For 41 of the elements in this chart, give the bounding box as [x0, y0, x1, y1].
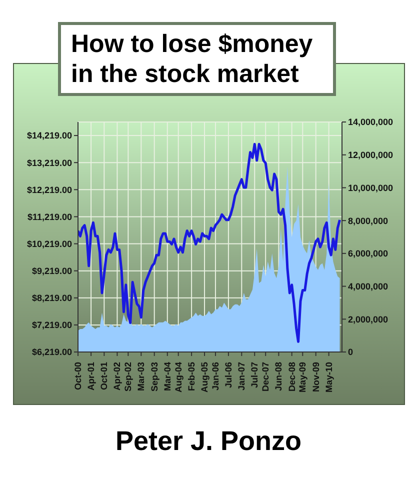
x-tick-label: Mar-04 [162, 362, 172, 392]
y-tick-label: $10,219.00 [26, 238, 72, 249]
x-tick-label: Dec-07 [260, 362, 271, 392]
y2-tick-label: 6,000,000 [348, 248, 388, 259]
x-tick-label: Aug-04 [173, 362, 184, 393]
line-series [78, 142, 342, 343]
y2-tick-label: 0 [348, 347, 354, 358]
x-tick-label: Oct-00 [73, 362, 83, 390]
x-tick-label: Oct-01 [99, 362, 110, 390]
x-tick-label: Jul-06 [223, 362, 234, 388]
y2-tick-label: 4,000,000 [348, 281, 388, 292]
x-tick-label: Jan-06 [210, 362, 220, 391]
y2-tick-label: 2,000,000 [348, 314, 388, 324]
y-tick-label: $13,219.00 [26, 158, 72, 168]
y2-tick-label: 8,000,000 [348, 216, 388, 226]
y2-tick-label: 14,000,000 [348, 117, 394, 128]
y-tick-label: $11,219.00 [27, 212, 72, 222]
x-tick-label: Apr-02 [112, 362, 122, 391]
x-tick-label: Jun-08 [274, 362, 284, 392]
y-tick-label: $7,219.00 [32, 320, 72, 330]
x-tick-label: Aug-05 [200, 362, 210, 393]
y-tick-label: $14,219.00 [26, 130, 72, 141]
y2-tick-label: 12,000,000 [348, 150, 394, 160]
x-tick-label: Jan-07 [236, 362, 247, 391]
x-tick-label: Dec-08 [286, 362, 297, 392]
y-tick-label: $6,219.00 [32, 347, 72, 358]
y2-tick-label: 10,000,000 [348, 182, 394, 193]
y-tick-label: $8,219.00 [32, 293, 72, 304]
x-tick-label: May-10 [324, 362, 334, 393]
x-tick-label: Sep-02 [123, 362, 134, 392]
y-tick-label: $12,219.00 [26, 184, 72, 195]
y-tick-label: $9,219.00 [32, 266, 72, 276]
x-tick-label: Sep-03 [149, 362, 160, 392]
text: Peter J. Ponzo [114, 426, 303, 457]
x-tick-label: Mar-03 [136, 362, 146, 392]
x-tick-label: May-09 [298, 362, 308, 393]
x-tick-label: Jul-07 [250, 362, 260, 388]
chart-title: How to lose $money in the stock market [58, 22, 336, 96]
x-tick-label: Feb-05 [186, 362, 197, 392]
x-tick-label: Apr-01 [86, 362, 96, 391]
x-tick-label: Nov-09 [310, 362, 321, 392]
